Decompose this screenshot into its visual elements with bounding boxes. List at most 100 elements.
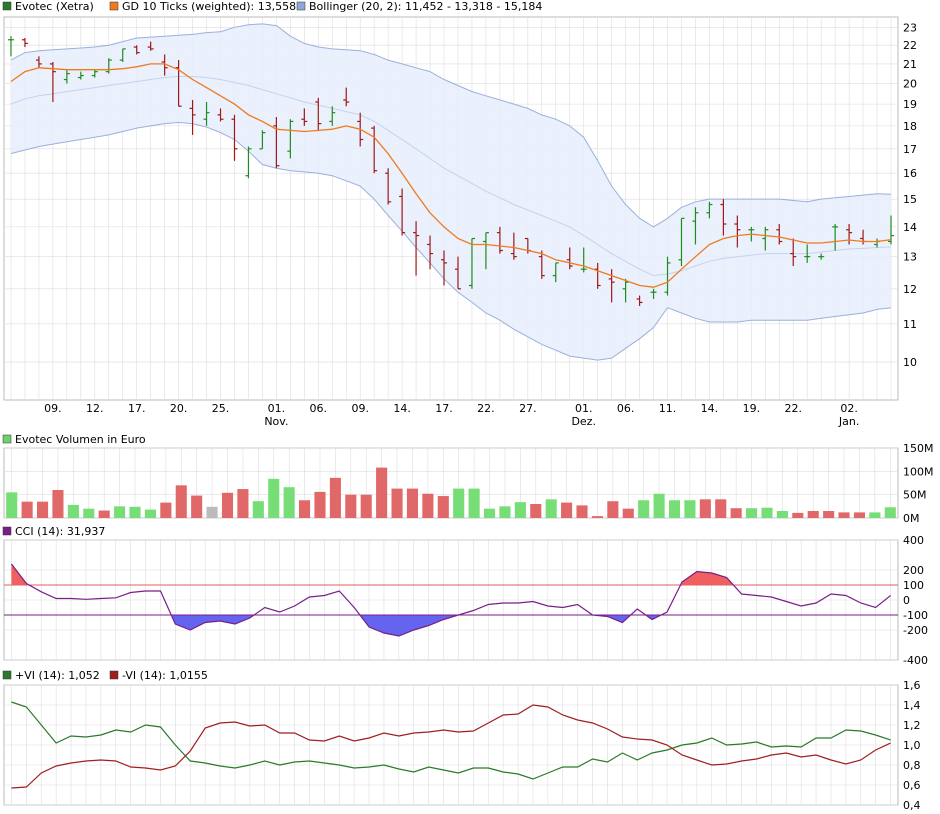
ohlc-bar (119, 48, 126, 63)
ohlc-bar (650, 288, 657, 299)
ohlc-bar (678, 217, 685, 267)
x-tick-label: 22. (477, 402, 495, 415)
volume-bar (576, 505, 588, 518)
ohlc-bar (77, 71, 84, 80)
volume-bar (453, 488, 465, 518)
volume-bar (853, 512, 866, 518)
price-y-tick-label: 20 (903, 78, 917, 91)
bollinger-upper-line (10, 23, 892, 228)
x-tick-label: 25. (212, 402, 230, 415)
ohlc-bar (888, 215, 895, 245)
volume-bar (83, 508, 95, 518)
volume-bar (175, 485, 187, 518)
cci-y-tick-label: -100 (903, 609, 928, 622)
volume-bar (160, 502, 172, 518)
price-y-tick-label: 13 (903, 251, 917, 264)
vortex-y-tick-label: 1,6 (903, 679, 921, 692)
volume-bar (792, 512, 804, 518)
price-y-tick-label: 10 (903, 356, 917, 369)
ohlc-bar (91, 69, 98, 78)
cci-y-tick-label: 200 (903, 564, 924, 577)
x-tick-label: 09. (44, 402, 62, 415)
volume-bar (591, 516, 603, 518)
ohlc-bar (287, 119, 294, 159)
volume-bar (391, 488, 403, 518)
ohlc-bar (105, 58, 112, 74)
volume-bar (252, 501, 264, 518)
ohlc-bar (343, 87, 350, 107)
volume-bar (360, 494, 372, 518)
volume-y-tick-label: 150M (903, 442, 934, 455)
volume-y-tick-label: 0M (903, 512, 920, 525)
volume-bar (221, 492, 234, 518)
ohlc-bar (203, 102, 210, 126)
volume-bar (653, 493, 665, 518)
ohlc-bar (790, 238, 797, 267)
ohlc-bar (371, 125, 378, 174)
x-tick-label: 14. (701, 402, 719, 415)
x-tick-label: 06. (310, 402, 328, 415)
price-y-tick-label: 15 (903, 193, 917, 206)
price-y-tick-label: 19 (903, 98, 917, 111)
cci-overbought-fill (11, 564, 30, 585)
ohlc-bar (482, 232, 489, 270)
volume-y-tick-label: 50M (903, 489, 927, 502)
volume-bar (52, 490, 64, 518)
ohlc-bar (804, 244, 811, 263)
vortex-y-tick-label: 1,4 (903, 699, 921, 712)
x-tick-label: 19. (743, 402, 761, 415)
ohlc-bar (217, 108, 224, 122)
price-y-tick-label: 22 (903, 39, 917, 52)
volume-bar (715, 499, 727, 518)
ohlc-bar (175, 60, 182, 107)
volume-bar (530, 504, 542, 518)
legend-swatch-bollinger (296, 1, 306, 11)
ohlc-bar (231, 114, 238, 161)
vortex-y-tick-label: 0,4 (903, 799, 921, 812)
cci-panel: -400 -200 -100 0 100 200 400 (3, 534, 928, 667)
volume-bar (761, 507, 773, 518)
volume-bar (314, 491, 326, 518)
ohlc-bar (636, 295, 643, 306)
volume-bar (237, 489, 249, 518)
ohlc-bar (454, 256, 461, 290)
cci-y-tick-label: -400 (903, 654, 928, 667)
bollinger-band-fill (10, 23, 892, 361)
volume-bar (514, 502, 526, 518)
ohlc-bar (273, 117, 280, 169)
volume-bar (191, 495, 203, 518)
volume-bar (6, 492, 18, 518)
legend-label-volume: Evotec Volumen in Euro (15, 433, 146, 446)
volume-bar (561, 502, 573, 518)
ohlc-bar (385, 168, 392, 205)
cci-overbought-fill (680, 571, 734, 585)
ohlc-bar (21, 37, 28, 48)
volume-y-tick-label: 100M (903, 465, 934, 478)
ohlc-bar (7, 36, 14, 57)
vortex-y-tick-label: 1,0 (903, 739, 921, 752)
ohlc-bar (413, 221, 420, 276)
ohlc-bar (245, 146, 252, 179)
vi-minus-line (11, 704, 891, 789)
volume-bar (299, 500, 311, 518)
vortex-legend: +VI (14): 1,052 -VI (14): 1,0155 (2, 669, 208, 682)
volume-bar (144, 509, 156, 518)
cci-oversold-fill (359, 615, 459, 636)
volume-bar (884, 507, 896, 518)
x-tick-label: 17. (435, 402, 453, 415)
volume-bar (406, 488, 419, 518)
x-tick-label: 20. (170, 402, 188, 415)
volume-bar (622, 508, 634, 518)
ohlc-bar (832, 224, 839, 251)
cci-y-tick-label: 400 (903, 534, 924, 547)
x-tick-label: 27. (519, 402, 537, 415)
volume-bar (98, 510, 110, 518)
x-tick-month-label: Nov. (264, 415, 288, 428)
volume-bar (36, 501, 49, 518)
volume-bar (776, 511, 788, 518)
cci-y-tick-label: -200 (903, 624, 928, 637)
x-tick-label: 12. (86, 402, 104, 415)
volume-bar (746, 508, 758, 518)
volume-bar (422, 493, 434, 518)
